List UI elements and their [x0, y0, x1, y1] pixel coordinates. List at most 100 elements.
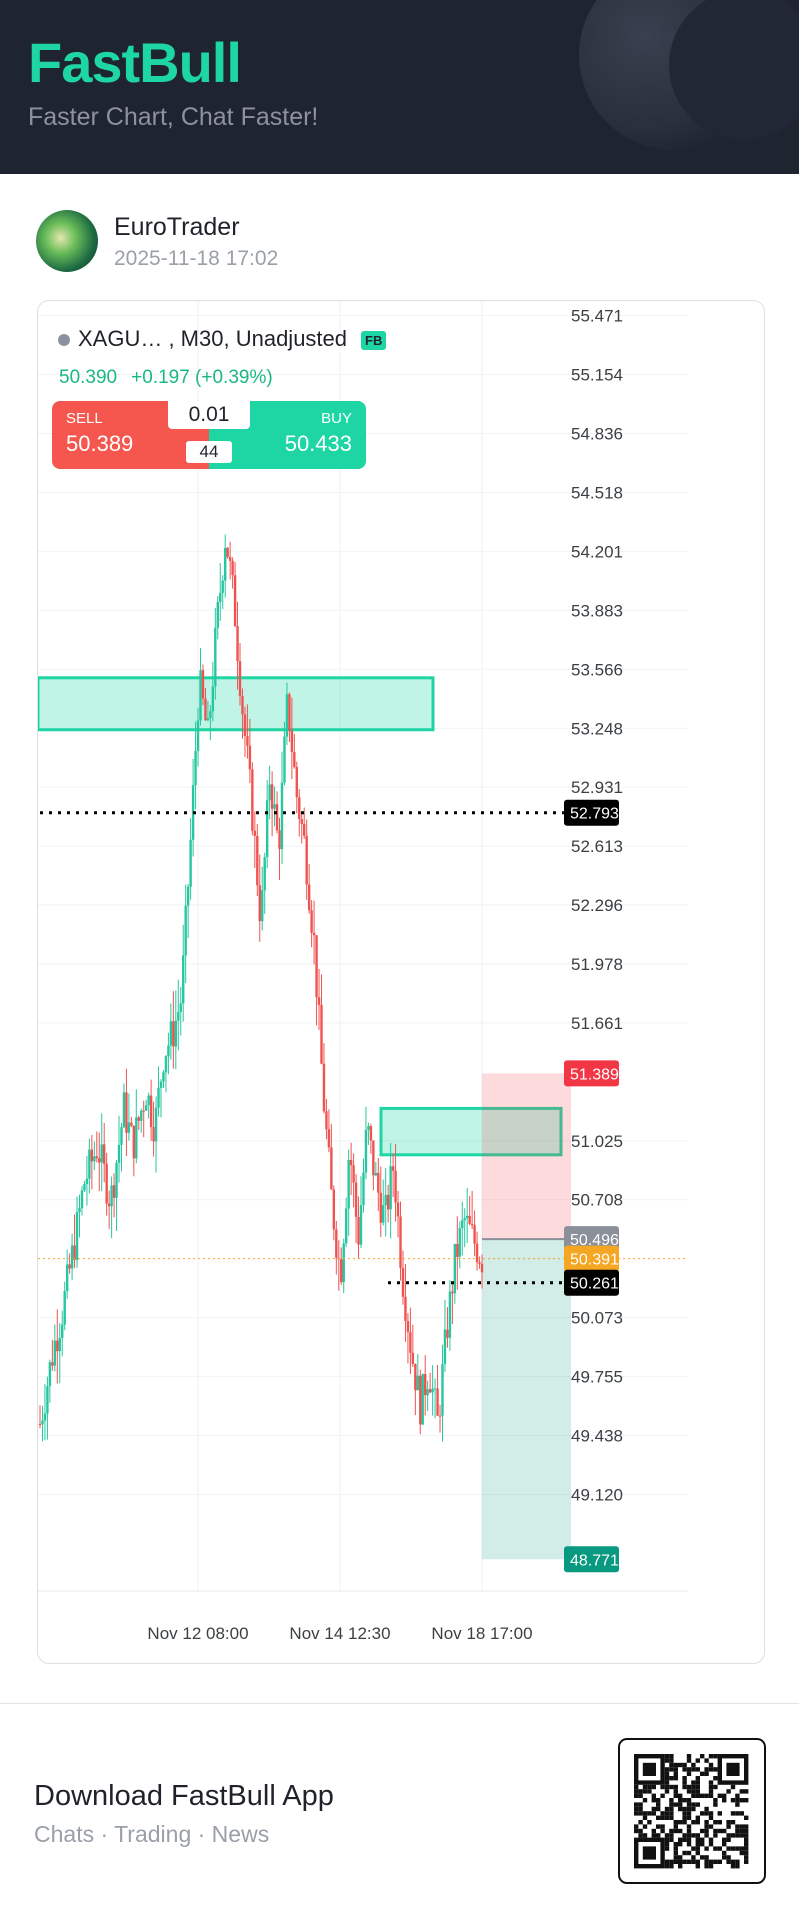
- qr-module: [708, 1811, 714, 1816]
- qr-module: [678, 1793, 683, 1798]
- qr-module: [656, 1798, 661, 1803]
- qr-module: [700, 1793, 705, 1798]
- qr-module: [713, 1776, 718, 1781]
- author-avatar[interactable]: [36, 210, 98, 272]
- candle-body: [389, 1166, 392, 1210]
- y-tick-label: 51.025: [571, 1132, 623, 1151]
- candle-body: [142, 1110, 145, 1112]
- qr-module: [686, 1802, 692, 1807]
- qr-finder-core: [726, 1762, 740, 1776]
- symbol-label[interactable]: XAGU… , M30, Unadjusted: [78, 326, 348, 351]
- price-tag-label: 52.793: [570, 806, 619, 823]
- post-timestamp: 2025-11-18 17:02: [114, 247, 279, 270]
- qr-module: [722, 1828, 727, 1834]
- candle-body: [199, 670, 202, 721]
- qr-module: [634, 1824, 639, 1829]
- qr-module: [713, 1798, 718, 1803]
- qr-module: [678, 1806, 683, 1812]
- candle-body: [238, 661, 242, 697]
- qr-module: [682, 1820, 687, 1825]
- qr-module: [695, 1767, 700, 1772]
- qr-module: [656, 1802, 661, 1807]
- candle-body: [167, 1045, 170, 1057]
- candle-body: [95, 1156, 98, 1159]
- candle-body: [184, 905, 187, 956]
- brand-logo: FastBull: [28, 31, 242, 94]
- qr-module: [678, 1820, 683, 1825]
- qr-module: [651, 1806, 656, 1812]
- download-title[interactable]: Download FastBull App: [34, 1780, 334, 1812]
- price-tag-label: 50.496: [570, 1232, 619, 1249]
- candle-body: [428, 1389, 432, 1393]
- candle-body: [441, 1364, 444, 1416]
- candle-body: [424, 1374, 427, 1396]
- chart-card[interactable]: 55.471 55.154 54.836 54.518 54.201 53.883 53.5…: [37, 300, 765, 1664]
- qr-module: [744, 1828, 749, 1834]
- candle-body: [130, 1122, 133, 1126]
- qr-module: [735, 1846, 740, 1851]
- qr-module: [739, 1798, 744, 1803]
- candle-body: [364, 1129, 368, 1173]
- candle-body: [386, 1194, 390, 1210]
- author-name[interactable]: EuroTrader: [114, 213, 240, 241]
- candle-body: [465, 1215, 469, 1219]
- price-tag-label: 48.771: [570, 1552, 619, 1569]
- qr-module: [656, 1806, 661, 1812]
- lot-size-input[interactable]: 0.01: [168, 401, 250, 429]
- qr-module: [682, 1762, 687, 1768]
- qr-code[interactable]: [618, 1738, 766, 1884]
- qr-module: [673, 1855, 678, 1860]
- qr-module: [717, 1793, 722, 1798]
- candle-body: [379, 1192, 382, 1223]
- candle-body: [293, 751, 296, 767]
- candle-body: [140, 1110, 143, 1121]
- qr-module: [704, 1771, 709, 1776]
- qr-module: [686, 1811, 692, 1816]
- qr-module: [730, 1820, 736, 1825]
- qr-module: [713, 1754, 718, 1759]
- price-tag: [564, 1245, 619, 1272]
- qr-module: [691, 1833, 696, 1838]
- qr-module: [691, 1820, 696, 1825]
- qr-module: [695, 1837, 700, 1842]
- qr-module: [634, 1784, 639, 1790]
- qr-module: [678, 1855, 683, 1860]
- candle-body: [90, 1149, 94, 1162]
- candle-body: [117, 1144, 121, 1163]
- qr-module: [708, 1815, 714, 1820]
- qr-module: [686, 1859, 692, 1864]
- qr-module: [664, 1806, 670, 1812]
- qr-module: [735, 1802, 740, 1807]
- candle-body: [120, 1127, 123, 1145]
- qr-module: [744, 1815, 749, 1820]
- qr-module: [642, 1789, 648, 1794]
- qr-module: [669, 1815, 674, 1820]
- qr-module: [669, 1811, 674, 1816]
- candle-body: [411, 1352, 415, 1364]
- qr-module: [700, 1855, 705, 1860]
- price-chart[interactable]: 55.471 55.154 54.836 54.518 54.201 53.883 53.5…: [38, 301, 764, 1663]
- qr-module: [673, 1846, 678, 1851]
- qr-module: [708, 1837, 714, 1842]
- candle-body: [409, 1331, 412, 1353]
- brand-tagline: Faster Chart, Chat Faster!: [28, 103, 319, 131]
- qr-module: [744, 1824, 749, 1829]
- candle-body: [342, 1243, 345, 1283]
- qr-module: [673, 1850, 678, 1856]
- qr-module: [735, 1798, 740, 1803]
- qr-module: [664, 1811, 670, 1816]
- qr-module: [735, 1833, 740, 1838]
- qr-module: [730, 1798, 736, 1803]
- qr-module: [695, 1820, 700, 1825]
- qr-module: [682, 1837, 687, 1842]
- candle-body: [335, 1229, 338, 1258]
- x-tick-label: Nov 12 08:00: [147, 1624, 248, 1643]
- qr-module: [700, 1837, 705, 1842]
- qr-module: [669, 1864, 674, 1869]
- candle-body: [406, 1321, 410, 1332]
- candle-body: [105, 1163, 108, 1204]
- candle-body: [391, 1166, 395, 1171]
- candle-body: [154, 1107, 158, 1142]
- candle-body: [290, 730, 294, 752]
- qr-module: [638, 1820, 643, 1825]
